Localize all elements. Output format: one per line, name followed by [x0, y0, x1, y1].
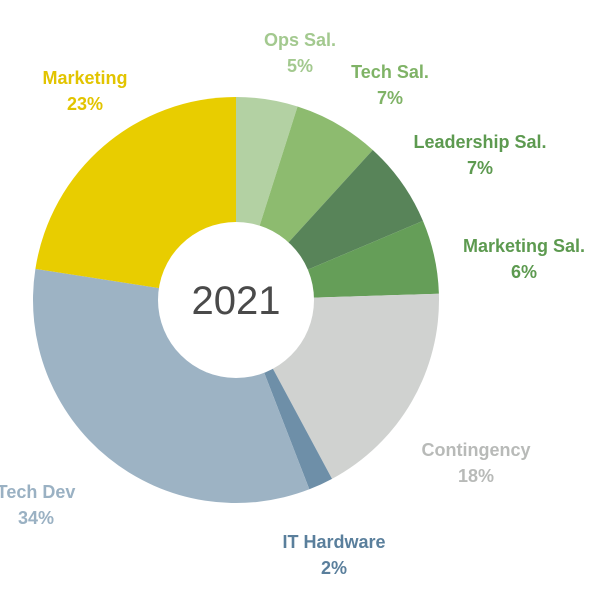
slice-label-tech-dev: Tech Dev — [0, 482, 75, 502]
slice-percent-contingency: 18% — [458, 466, 494, 486]
slice-percent-tech-dev: 34% — [18, 508, 54, 528]
slice-label-contingency: Contingency — [421, 440, 530, 460]
slice-percent-it-hardware: 2% — [321, 558, 347, 578]
slice-label-it-hardware: IT Hardware — [282, 532, 385, 552]
slice-percent-leadership-sal: 7% — [467, 158, 493, 178]
slice-percent-tech-sal: 7% — [377, 88, 403, 108]
slice-label-leadership-sal: Leadership Sal. — [413, 132, 546, 152]
slice-label-tech-sal: Tech Sal. — [351, 62, 429, 82]
slice-percent-marketing: 23% — [67, 94, 103, 114]
center-year-label: 2021 — [192, 279, 281, 323]
slice-percent-marketing-sal: 6% — [511, 262, 537, 282]
slice-label-ops-sal: Ops Sal. — [264, 30, 336, 50]
slice-percent-ops-sal: 5% — [287, 56, 313, 76]
slice-label-marketing-sal: Marketing Sal. — [463, 236, 585, 256]
slice-label-marketing: Marketing — [42, 68, 127, 88]
donut-hole — [158, 222, 314, 378]
slice-labels: Ops Sal. 5% Tech Sal. 7% Leadership Sal. 7% Ma… — [0, 30, 585, 578]
